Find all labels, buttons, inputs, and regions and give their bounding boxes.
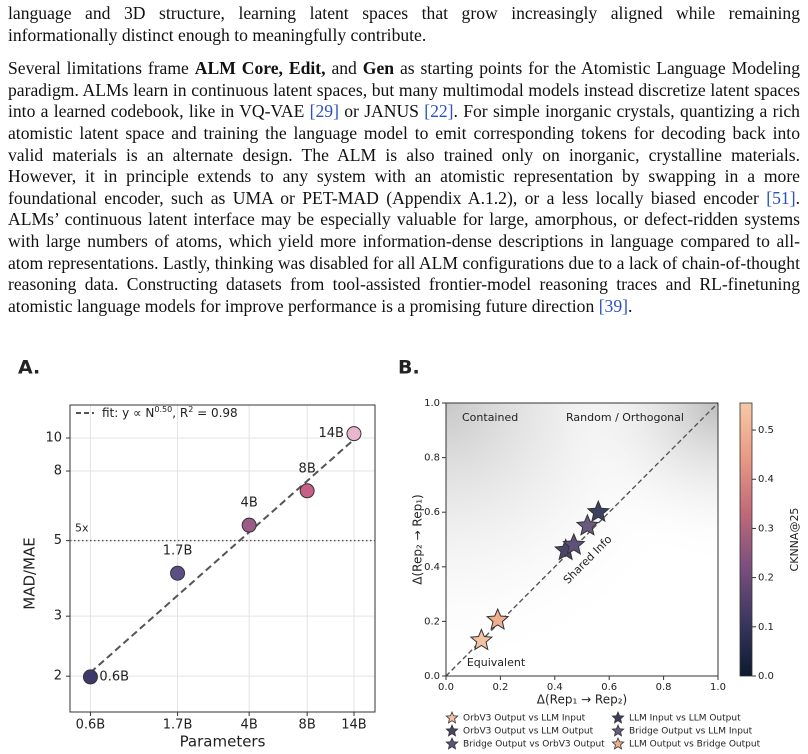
- y-tick-label: 2: [54, 669, 62, 684]
- x-tick-label: 0.6: [601, 682, 617, 693]
- legend-label: OrbV3 Output vs LLM Output: [463, 727, 594, 737]
- colorbar-tick-label: 0.5: [758, 425, 774, 436]
- text: . ALMs’ continuous latent interface may …: [8, 187, 800, 316]
- x-tick-label: 0.6B: [76, 718, 106, 733]
- bold-text: ALM Core, Edit,: [194, 58, 326, 79]
- y-tick-label: 0.2: [424, 616, 440, 627]
- bold-text: Gen: [362, 58, 395, 79]
- legend-label: fit: y ∝ N0.50, R2 = 0.98: [102, 405, 238, 420]
- data-point: [82, 669, 98, 685]
- data-point: [170, 565, 186, 581]
- panel-label: A.: [18, 357, 40, 379]
- colorbar-tick-label: 0.4: [758, 474, 774, 485]
- legend-marker: [611, 723, 625, 737]
- annotation: Equivalent: [467, 656, 526, 669]
- data-point: [299, 483, 315, 499]
- x-tick-label: 1.7B: [163, 718, 193, 733]
- legend-marker: [445, 710, 459, 724]
- x-tick-label: 0.0: [438, 682, 454, 693]
- legend-text: = 0.98: [193, 406, 237, 420]
- legend-text: , R: [172, 406, 188, 420]
- annotation: Random / Orthogonal: [566, 411, 684, 424]
- legend-text: 2: [188, 405, 193, 414]
- y-tick-label: 0.0: [424, 671, 440, 682]
- y-axis-label: MAD/MAE: [21, 537, 39, 610]
- y-tick-label: 3: [54, 609, 62, 624]
- x-tick-label: 0.4: [547, 682, 563, 693]
- x-tick-label: 0.8: [656, 682, 672, 693]
- colorbar-tick-label: 0.1: [758, 622, 774, 633]
- data-point: [241, 517, 257, 533]
- fit-line: [89, 438, 355, 674]
- legend-text: fit: y ∝ N: [102, 406, 154, 420]
- citation[interactable]: [51]: [766, 187, 796, 208]
- x-axis-label: Parameters: [180, 733, 266, 751]
- point-label: 1.7B: [163, 544, 193, 559]
- plot-frame: [69, 404, 376, 713]
- y-tick-label: 0.6: [424, 507, 440, 518]
- y-tick-label: 10: [45, 431, 62, 446]
- legend-label: Bridge Output vs LLM Input: [629, 727, 753, 737]
- annotation: Contained: [462, 411, 518, 424]
- legend-label: OrbV3 Output vs LLM Input: [463, 714, 586, 724]
- plot-frame: [445, 402, 719, 677]
- text: language and 3D structure, learning late…: [8, 3, 800, 45]
- citation[interactable]: [22]: [424, 101, 454, 122]
- x-tick-label: 1.0: [710, 682, 726, 693]
- point-label: 0.6B: [99, 669, 129, 684]
- data-point: [346, 426, 362, 442]
- colorbar-tick-label: 0.2: [758, 573, 774, 584]
- x-tick-label: 0.2: [492, 682, 508, 693]
- x-tick-label: 4B: [241, 718, 258, 733]
- y-tick-label: 0.4: [424, 562, 440, 573]
- text: . For simple inorganic crystals, quantiz…: [8, 101, 800, 208]
- colorbar: [739, 402, 753, 677]
- y-axis-label: Δ(Rep₂ → Rep₁): [411, 494, 425, 584]
- text: and: [325, 58, 363, 79]
- panel-label: B.: [398, 357, 420, 379]
- x-tick-label: 14B: [341, 718, 366, 733]
- point-label: 14B: [319, 426, 344, 441]
- colorbar-tick-label: 0.3: [758, 523, 774, 534]
- text: as starting points for the Atomistic Lan…: [8, 58, 800, 122]
- legend-marker: [445, 736, 459, 750]
- paragraph: Several limitations frame ALM Core, Edit…: [8, 58, 800, 317]
- citation[interactable]: [39]: [598, 295, 628, 316]
- data-point: [586, 499, 611, 523]
- x-tick-label: 8B: [299, 718, 316, 733]
- text: .: [628, 295, 633, 316]
- diagonal: [445, 402, 719, 677]
- legend-marker: [611, 736, 625, 750]
- data-point: [575, 513, 600, 536]
- y-tick-label: 1.0: [424, 398, 440, 409]
- legend-label: Bridge Output vs OrbV3 Output: [463, 740, 605, 750]
- legend-marker: [611, 710, 625, 724]
- data-point: [469, 628, 494, 651]
- y-tick-label: 8: [54, 464, 62, 479]
- legend-text: 0.50: [154, 405, 172, 414]
- body-text: language and 3D structure, learning late…: [8, 3, 800, 329]
- colorbar-tick-label: 0.0: [758, 671, 774, 682]
- text: Several limitations frame: [8, 58, 195, 79]
- point-label: 8B: [299, 461, 316, 476]
- legend-label: LLM Input vs LLM Output: [629, 714, 741, 724]
- legend-marker: [445, 723, 459, 737]
- text: or JANUS: [338, 101, 425, 122]
- y-tick-label: 0.8: [424, 453, 440, 464]
- data-point: [562, 532, 586, 555]
- reference-label: 5x: [75, 522, 89, 535]
- y-tick-label: 5: [54, 533, 62, 548]
- colorbar-label: CKNNA@25: [788, 508, 801, 572]
- point-label: 4B: [241, 496, 258, 511]
- citation[interactable]: [29]: [309, 101, 339, 122]
- x-axis-label: Δ(Rep₁ → Rep₂): [537, 693, 627, 707]
- legend-label: LLM Output vs Bridge Output: [629, 740, 761, 750]
- paragraph: language and 3D structure, learning late…: [8, 3, 800, 46]
- data-point: [485, 607, 510, 630]
